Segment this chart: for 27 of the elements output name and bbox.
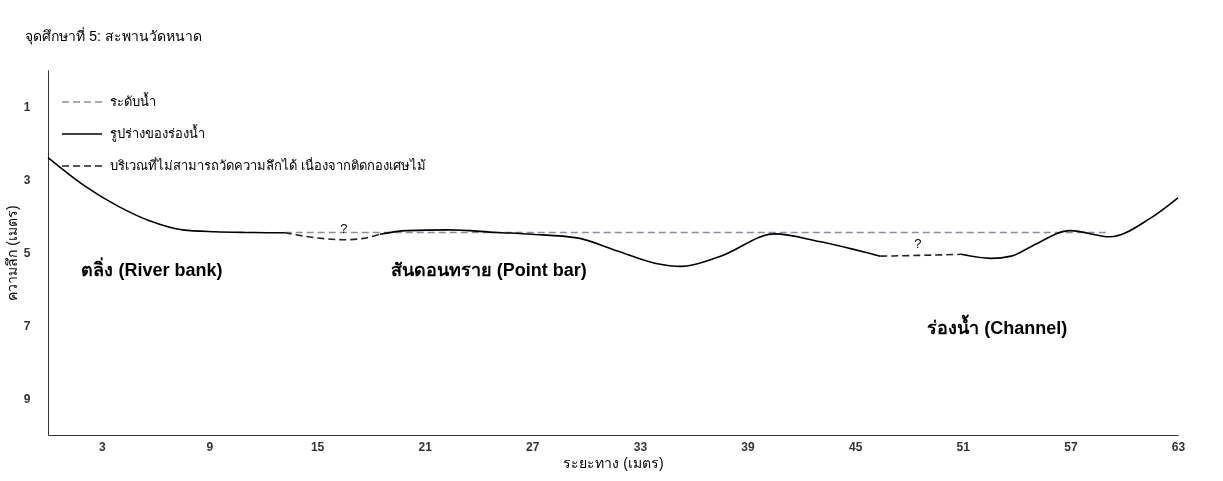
x-tick-label: 27 <box>526 439 540 454</box>
y-axis-title: ความลึก (เมตร) <box>3 205 20 301</box>
x-tick-label: 45 <box>848 439 863 454</box>
legend-label: ระดับน้ำ <box>110 92 156 109</box>
x-tick-label: 3 <box>98 439 106 454</box>
x-tick-label: 51 <box>956 439 971 454</box>
y-tick-label: 3 <box>23 173 31 187</box>
annotation: ? <box>340 220 348 236</box>
x-tick-label: 57 <box>1064 439 1078 454</box>
x-tick-label: 9 <box>206 439 214 454</box>
y-tick-label: 9 <box>23 392 31 406</box>
x-axis-title: ระยะทาง (เมตร) <box>563 454 664 471</box>
annotation: สันดอนทราย (Point bar) <box>390 259 587 280</box>
x-tick-label: 39 <box>741 439 756 454</box>
annotation: ตลิ่ง (River bank) <box>81 256 223 280</box>
x-tick-label: 33 <box>633 439 648 454</box>
chart-title: จุดศึกษาที่ 5: สะพานวัดหนาด <box>25 27 202 45</box>
x-tick-label: 63 <box>1171 439 1186 454</box>
legend-label: บริเวณที่ไม่สามารถวัดความลึกได้ เนื่องจากติดกองเศษไม้ <box>110 157 426 173</box>
x-tick-label: 21 <box>418 439 433 454</box>
y-tick-label: 7 <box>23 319 31 333</box>
annotation: ร่องน้ำ (Channel) <box>927 314 1068 339</box>
annotation: ? <box>914 236 922 252</box>
legend-label: รูปร่างของร่องน้ำ <box>110 124 205 142</box>
x-tick-label: 15 <box>310 439 325 454</box>
y-tick-label: 1 <box>23 100 31 114</box>
y-tick-label: 5 <box>23 246 31 260</box>
